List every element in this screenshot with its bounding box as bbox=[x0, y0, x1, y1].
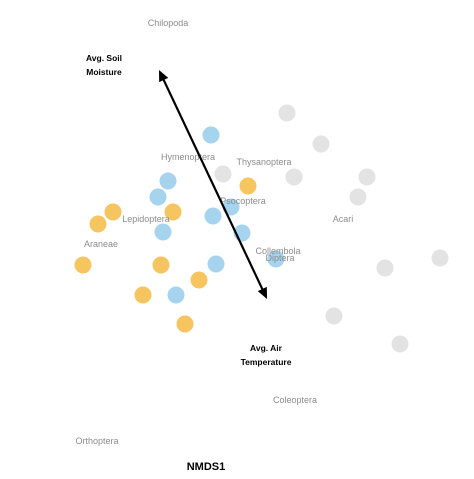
taxon-labels-layer: Chilopoda Hymenoptera Thysanoptera Psocopte… bbox=[75, 18, 353, 446]
taxon-label: Psocoptera bbox=[220, 196, 266, 206]
data-point-yellow bbox=[134, 286, 152, 304]
points-layer bbox=[74, 104, 449, 353]
data-point-blue bbox=[207, 255, 225, 273]
taxon-label: Acari bbox=[333, 214, 354, 224]
data-point-yellow bbox=[74, 256, 92, 274]
data-point-blue bbox=[204, 207, 222, 225]
environmental-vector: Avg. Soil Moisture Avg. Air Temperature bbox=[86, 53, 292, 367]
data-point-yellow bbox=[176, 315, 194, 333]
data-point-yellow bbox=[190, 271, 208, 289]
data-point-grey bbox=[325, 307, 343, 325]
data-point-yellow bbox=[89, 215, 107, 233]
taxon-label: Thysanoptera bbox=[236, 157, 291, 167]
data-point-grey bbox=[431, 249, 449, 267]
data-point-grey bbox=[349, 188, 367, 206]
data-point-grey bbox=[391, 335, 409, 353]
taxon-label: Hymenoptera bbox=[161, 152, 215, 162]
data-point-blue bbox=[167, 286, 185, 304]
data-point-blue bbox=[267, 250, 285, 268]
data-point-blue bbox=[202, 126, 220, 144]
data-point-grey bbox=[214, 165, 232, 183]
data-point-blue bbox=[154, 223, 172, 241]
data-point-grey bbox=[285, 168, 303, 186]
data-point-blue bbox=[149, 188, 167, 206]
vector-arrowhead-start bbox=[159, 70, 169, 83]
taxon-label: Collembola bbox=[255, 246, 300, 256]
vector-label-soil-moisture: Avg. Soil Moisture bbox=[86, 53, 122, 77]
taxon-label: Lepidoptera bbox=[122, 214, 170, 224]
taxon-label: Araneae bbox=[84, 239, 118, 249]
taxon-label: Coleoptera bbox=[273, 395, 317, 405]
data-point-yellow bbox=[164, 203, 182, 221]
data-point-grey bbox=[278, 104, 296, 122]
data-point-yellow bbox=[152, 256, 170, 274]
taxon-label: Diptera bbox=[265, 253, 294, 263]
data-point-yellow bbox=[104, 203, 122, 221]
data-point-grey bbox=[312, 135, 330, 153]
taxon-label: Chilopoda bbox=[148, 18, 189, 28]
vector-shaft bbox=[160, 74, 266, 295]
vector-arrowhead-end bbox=[257, 286, 267, 299]
data-point-grey bbox=[358, 168, 376, 186]
data-point-blue bbox=[159, 172, 177, 190]
x-axis-label: NMDS1 bbox=[187, 461, 226, 473]
data-point-yellow bbox=[239, 177, 257, 195]
data-point-grey bbox=[376, 259, 394, 277]
taxon-label: Orthoptera bbox=[75, 436, 118, 446]
vector-label-air-temperature: Avg. Air Temperature bbox=[241, 343, 292, 367]
